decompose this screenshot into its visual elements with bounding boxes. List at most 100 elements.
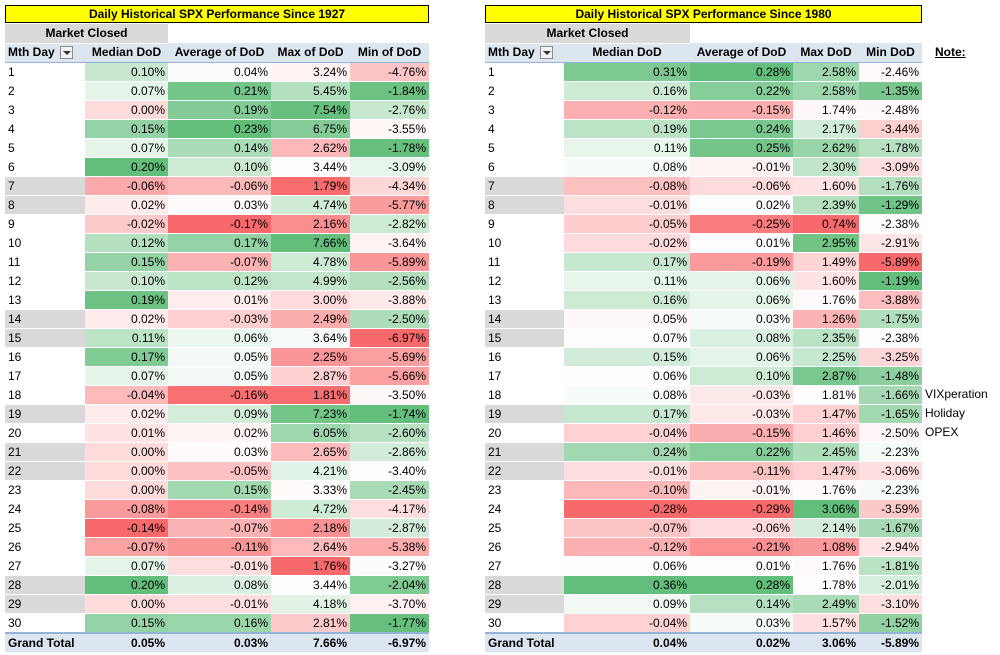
max-of-dod-cell[interactable]: 2.62%: [271, 138, 350, 158]
average-of-dod-cell[interactable]: 0.01%: [690, 233, 793, 253]
median-dod-cell[interactable]: 0.15%: [85, 613, 168, 633]
average-of-dod-cell[interactable]: -0.25%: [690, 214, 793, 234]
min-of-dod-cell[interactable]: -1.76%: [859, 176, 922, 196]
median-dod-cell[interactable]: -0.06%: [85, 176, 168, 196]
day-cell[interactable]: 15: [5, 328, 85, 348]
day-cell[interactable]: 5: [485, 138, 564, 158]
average-of-dod-cell[interactable]: 0.16%: [168, 613, 271, 633]
min-of-dod-cell[interactable]: -1.48%: [859, 366, 922, 386]
day-cell[interactable]: 1: [5, 62, 85, 82]
day-cell[interactable]: 18: [5, 385, 85, 405]
min-of-dod-cell[interactable]: -3.40%: [350, 461, 429, 481]
max-of-dod-cell[interactable]: 2.58%: [793, 62, 859, 82]
average-of-dod-cell[interactable]: 0.22%: [690, 442, 793, 462]
max-of-dod-cell[interactable]: 2.81%: [271, 613, 350, 633]
average-of-dod-cell[interactable]: -0.19%: [690, 252, 793, 272]
median-dod-cell[interactable]: 0.17%: [564, 252, 690, 272]
min-of-dod-cell[interactable]: -3.59%: [859, 499, 922, 519]
median-dod-cell[interactable]: 0.02%: [85, 404, 168, 424]
median-dod-cell[interactable]: -0.28%: [564, 499, 690, 519]
max-of-dod-cell[interactable]: 3.64%: [271, 328, 350, 348]
max-of-dod-cell[interactable]: 6.75%: [271, 119, 350, 139]
max-of-dod-cell[interactable]: 1.81%: [793, 385, 859, 405]
average-of-dod-cell[interactable]: 0.02%: [168, 423, 271, 443]
min-of-dod-cell[interactable]: -2.60%: [350, 423, 429, 443]
min-of-dod-cell[interactable]: -4.34%: [350, 176, 429, 196]
average-of-dod-cell[interactable]: -0.03%: [690, 385, 793, 405]
max-of-dod-cell[interactable]: 1.78%: [793, 575, 859, 595]
average-of-dod-cell[interactable]: 0.05%: [168, 366, 271, 386]
day-cell[interactable]: 27: [485, 556, 564, 576]
max-of-dod-cell[interactable]: 1.79%: [271, 176, 350, 196]
day-cell[interactable]: 23: [485, 480, 564, 500]
grand-total-min-of-dod[interactable]: -6.97%: [350, 631, 429, 653]
average-of-dod-cell[interactable]: 0.03%: [690, 613, 793, 633]
median-dod-cell[interactable]: -0.12%: [564, 537, 690, 557]
day-cell[interactable]: 24: [485, 499, 564, 519]
median-dod-cell[interactable]: 0.07%: [85, 81, 168, 101]
max-of-dod-cell[interactable]: 4.74%: [271, 195, 350, 215]
day-cell[interactable]: 15: [485, 328, 564, 348]
max-of-dod-cell[interactable]: 3.06%: [793, 499, 859, 519]
min-of-dod-cell[interactable]: -1.78%: [350, 138, 429, 158]
day-cell[interactable]: 7: [5, 176, 85, 196]
max-of-dod-cell[interactable]: 2.17%: [793, 119, 859, 139]
average-of-dod-cell[interactable]: -0.03%: [690, 404, 793, 424]
day-cell[interactable]: 30: [485, 613, 564, 633]
grand-total-label[interactable]: Grand Total: [485, 631, 564, 653]
median-dod-cell[interactable]: 0.11%: [85, 328, 168, 348]
day-cell[interactable]: 14: [5, 309, 85, 329]
median-dod-cell[interactable]: 0.07%: [85, 556, 168, 576]
min-of-dod-cell[interactable]: -2.91%: [859, 233, 922, 253]
day-cell[interactable]: 20: [5, 423, 85, 443]
filter-dropdown-icon[interactable]: [59, 45, 73, 59]
average-of-dod-cell[interactable]: 0.06%: [690, 347, 793, 367]
day-cell[interactable]: 9: [485, 214, 564, 234]
min-of-dod-cell[interactable]: -2.50%: [859, 423, 922, 443]
max-of-dod-cell[interactable]: 1.74%: [793, 100, 859, 120]
min-of-dod-cell[interactable]: -2.46%: [859, 62, 922, 82]
min-of-dod-cell[interactable]: -3.10%: [859, 594, 922, 614]
average-of-dod-cell[interactable]: 0.03%: [690, 309, 793, 329]
average-of-dod-cell[interactable]: 0.08%: [690, 328, 793, 348]
day-cell[interactable]: 28: [5, 575, 85, 595]
average-of-dod-cell[interactable]: 0.12%: [168, 271, 271, 291]
min-of-dod-cell[interactable]: -1.75%: [859, 309, 922, 329]
min-of-dod-cell[interactable]: -2.94%: [859, 537, 922, 557]
max-of-dod-cell[interactable]: 4.72%: [271, 499, 350, 519]
median-dod-cell[interactable]: 0.00%: [85, 461, 168, 481]
max-of-dod-cell[interactable]: 2.14%: [793, 518, 859, 538]
average-of-dod-cell[interactable]: -0.01%: [690, 480, 793, 500]
min-of-dod-cell[interactable]: -2.23%: [859, 442, 922, 462]
min-of-dod-cell[interactable]: -2.82%: [350, 214, 429, 234]
median-dod-cell[interactable]: 0.00%: [85, 100, 168, 120]
average-of-dod-cell[interactable]: -0.06%: [690, 176, 793, 196]
min-of-dod-cell[interactable]: -3.44%: [859, 119, 922, 139]
min-of-dod-cell[interactable]: -4.17%: [350, 499, 429, 519]
day-cell[interactable]: 13: [5, 290, 85, 310]
median-dod-cell[interactable]: 0.12%: [85, 233, 168, 253]
day-cell[interactable]: 4: [5, 119, 85, 139]
min-of-dod-cell[interactable]: -5.66%: [350, 366, 429, 386]
average-of-dod-cell[interactable]: -0.29%: [690, 499, 793, 519]
average-of-dod-cell[interactable]: -0.11%: [690, 461, 793, 481]
median-dod-cell[interactable]: 0.11%: [564, 271, 690, 291]
day-cell[interactable]: 6: [485, 157, 564, 177]
median-dod-cell[interactable]: -0.01%: [564, 195, 690, 215]
median-dod-cell[interactable]: 0.05%: [564, 309, 690, 329]
min-of-dod-cell[interactable]: -5.69%: [350, 347, 429, 367]
max-of-dod-cell[interactable]: 3.00%: [271, 290, 350, 310]
day-cell[interactable]: 22: [485, 461, 564, 481]
day-cell[interactable]: 8: [485, 195, 564, 215]
median-dod-cell[interactable]: -0.08%: [564, 176, 690, 196]
day-cell[interactable]: 27: [5, 556, 85, 576]
max-of-dod-cell[interactable]: 4.18%: [271, 594, 350, 614]
average-of-dod-cell[interactable]: 0.04%: [168, 62, 271, 82]
day-cell[interactable]: 3: [5, 100, 85, 120]
day-cell[interactable]: 23: [5, 480, 85, 500]
median-dod-cell[interactable]: -0.01%: [564, 461, 690, 481]
day-cell[interactable]: 17: [485, 366, 564, 386]
min-of-dod-cell[interactable]: -3.88%: [350, 290, 429, 310]
max-of-dod-cell[interactable]: 2.30%: [793, 157, 859, 177]
day-cell[interactable]: 24: [5, 499, 85, 519]
